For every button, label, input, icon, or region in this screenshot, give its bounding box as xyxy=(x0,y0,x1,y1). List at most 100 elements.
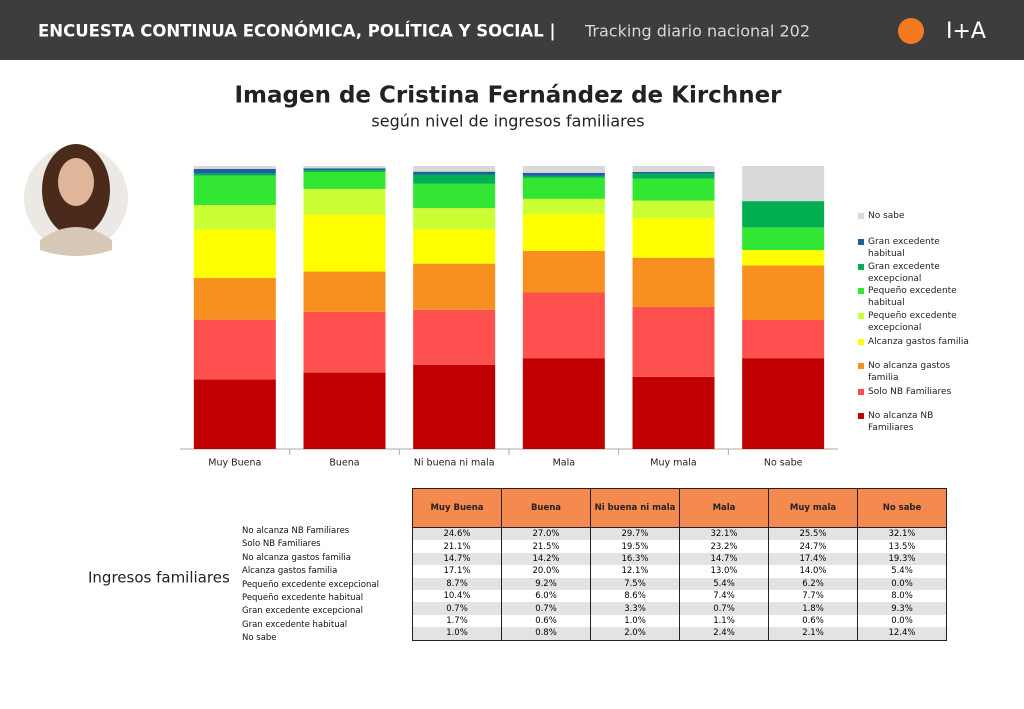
legend-item: Solo NB Familiares xyxy=(858,386,978,398)
x-tick-label: Buena xyxy=(329,458,359,469)
table-cell: 0.8% xyxy=(501,627,591,641)
table-cell: 8.7% xyxy=(412,577,502,590)
legend-label: Alcanza gastos familia xyxy=(868,337,969,347)
table-cell: 13.0% xyxy=(679,565,769,578)
column-header: Ni buena ni mala xyxy=(590,488,680,528)
table-cell: 14.7% xyxy=(412,552,502,566)
row-label: Solo NB Familiares xyxy=(242,539,321,550)
table-cell: 0.7% xyxy=(679,602,769,615)
row-label: No sabe xyxy=(242,633,277,644)
legend-label: Gran excedente excepcional xyxy=(868,262,940,284)
bar-segment xyxy=(632,376,715,449)
bar-segment xyxy=(413,183,496,209)
bar-segment xyxy=(522,175,605,178)
table-cell: 2.0% xyxy=(590,627,680,641)
column-header: Buena xyxy=(501,488,591,528)
table-cell: 1.7% xyxy=(412,614,502,628)
table-cell: 12.1% xyxy=(590,565,680,578)
legend-label: Pequeño excedente habitual xyxy=(868,286,957,308)
table-cell: 27.0% xyxy=(501,527,591,541)
bar-segment xyxy=(522,250,605,293)
x-tick-label: Mala xyxy=(553,458,575,469)
row-label: Gran excedente habitual xyxy=(242,619,348,630)
table-cell: 24.6% xyxy=(412,527,502,541)
table-cell: 14.0% xyxy=(768,565,858,578)
bar-segment xyxy=(193,168,276,174)
table-row: 0.7% 0.7% 3.3% 0.7% 1.8% 9.3% xyxy=(412,602,947,615)
bar-segment xyxy=(742,227,825,251)
table-row: 21.1% 21.5% 19.5% 23.2% 24.7% 13.5% xyxy=(412,540,947,553)
table-row: 8.7% 9.2% 7.5% 5.4% 6.2% 0.0% xyxy=(412,577,947,590)
table-cell: 0.0% xyxy=(857,614,947,628)
bar-segment xyxy=(632,173,715,179)
row-label: Gran excedente excepcional xyxy=(242,606,363,617)
bar-segment xyxy=(413,263,496,310)
bar-segment xyxy=(742,265,825,320)
table-cell: 29.7% xyxy=(590,527,680,541)
table-cell: 1.1% xyxy=(679,614,769,628)
legend-swatch xyxy=(858,213,864,219)
bar-segment xyxy=(742,358,825,449)
chart-title: Imagen de Cristina Fernández de Kirchner xyxy=(234,83,782,109)
bar-segment xyxy=(303,311,386,373)
row-label: Pequeño excedente excepcional xyxy=(242,579,379,590)
legend-item: Pequeño excedente habitual xyxy=(858,285,978,309)
legend-swatch xyxy=(858,313,864,319)
bar-segment xyxy=(742,250,825,266)
header-bar xyxy=(0,0,1024,60)
table-cell: 32.1% xyxy=(857,527,947,541)
bar-segment xyxy=(193,175,276,206)
table-cell: 0.6% xyxy=(501,614,591,628)
table-row: 1.7% 0.6% 1.0% 1.1% 0.6% 0.0% xyxy=(412,614,947,628)
row-label: Alcanza gastos familia xyxy=(242,566,338,577)
legend-swatch xyxy=(858,264,864,270)
table-header-row: Muy Buena Buena Ni buena ni mala Mala Muy ma… xyxy=(412,488,947,528)
table-cell: 5.4% xyxy=(679,577,769,590)
bar-segment xyxy=(632,171,715,174)
legend-swatch xyxy=(858,363,864,369)
bar-segment xyxy=(522,358,605,449)
bar-segment xyxy=(413,229,496,264)
table-cell: 14.7% xyxy=(679,552,769,566)
bar-segment xyxy=(303,271,386,312)
table-cell: 13.5% xyxy=(857,540,947,553)
bar-segment xyxy=(632,166,715,172)
table-cell: 0.7% xyxy=(501,602,591,615)
table-cell: 23.2% xyxy=(679,540,769,553)
table-cell: 0.0% xyxy=(857,577,947,590)
bar-segment xyxy=(522,166,605,173)
table-cell: 8.0% xyxy=(857,589,947,603)
x-tick-label: No sabe xyxy=(764,458,803,469)
legend-item: Alcanza gastos familia xyxy=(858,336,978,348)
table-cell: 21.5% xyxy=(501,540,591,553)
bar-segment xyxy=(413,174,496,184)
table-cell: 5.4% xyxy=(857,565,947,578)
bar-segment xyxy=(632,218,715,258)
column-header: No sabe xyxy=(857,488,947,528)
table-row: 14.7% 14.2% 16.3% 14.7% 17.4% 19.3% xyxy=(412,552,947,566)
table-cell: 24.7% xyxy=(768,540,858,553)
bar-segment xyxy=(303,169,386,172)
table-cell: 8.6% xyxy=(590,589,680,603)
bar-segment xyxy=(193,229,276,279)
legend-item: No alcanza gastos familia xyxy=(858,360,978,384)
table-row: 17.1% 20.0% 12.1% 13.0% 14.0% 5.4% xyxy=(412,565,947,578)
row-label: No alcanza gastos familia xyxy=(242,552,351,563)
table-cell: 7.5% xyxy=(590,577,680,590)
column-header: Muy Buena xyxy=(412,488,502,528)
table-row: 10.4% 6.0% 8.6% 7.4% 7.7% 8.0% xyxy=(412,589,947,603)
table-row: 24.6% 27.0% 29.7% 32.1% 25.5% 32.1% xyxy=(412,527,947,541)
bar-segment xyxy=(522,172,605,176)
legend-label: No alcanza gastos familia xyxy=(868,361,951,383)
table-cell: 7.4% xyxy=(679,589,769,603)
legend-swatch xyxy=(858,239,864,245)
bar-segment xyxy=(413,309,496,365)
table-cell: 1.0% xyxy=(590,614,680,628)
table-cell: 20.0% xyxy=(501,565,591,578)
bar-segment xyxy=(413,166,496,172)
table-cell: 25.5% xyxy=(768,527,858,541)
logo-icon xyxy=(898,18,924,44)
bar-segment xyxy=(522,198,605,215)
bar-segment xyxy=(742,319,825,359)
